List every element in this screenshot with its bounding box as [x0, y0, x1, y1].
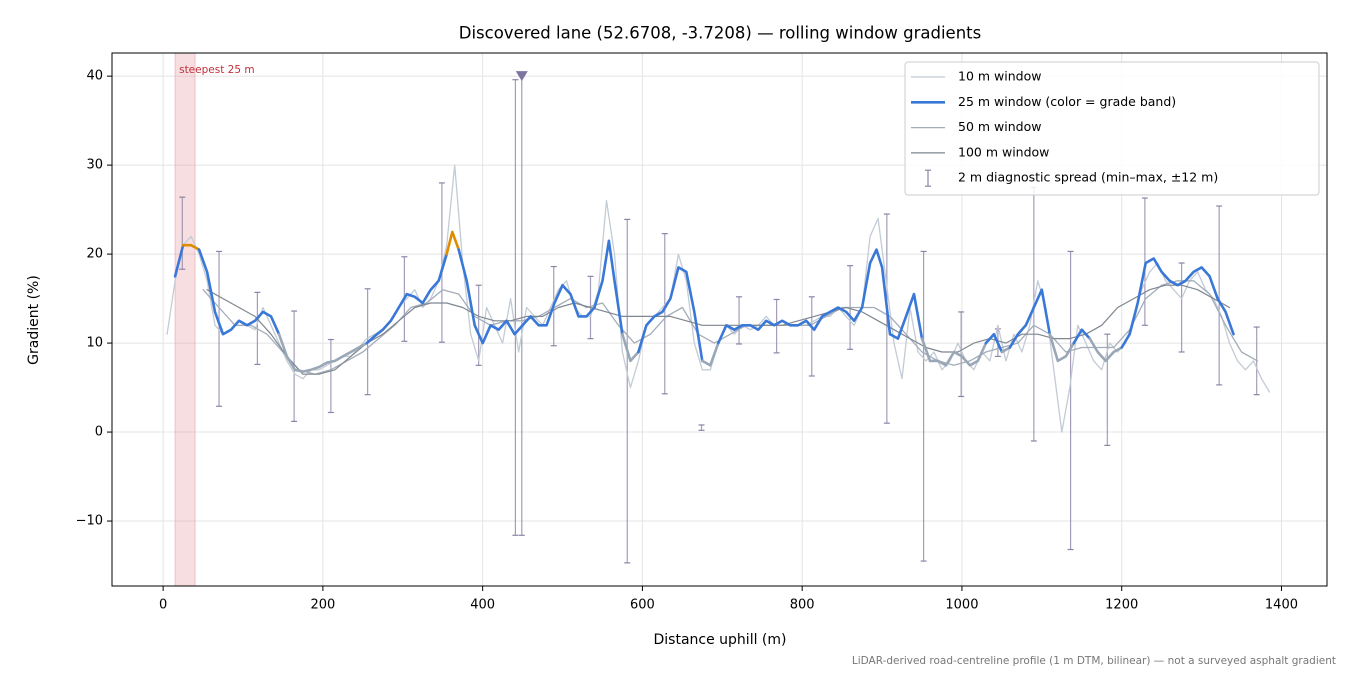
y-tick-label: 0	[95, 425, 103, 440]
series-line	[1120, 257, 1235, 349]
legend-label: 10 m window	[958, 69, 1041, 84]
y-tick-label: 30	[86, 158, 103, 173]
legend: 10 m window 25 m window (color = grade ba…	[904, 61, 1320, 196]
x-tick-label: 600	[630, 598, 655, 613]
series-line	[206, 284, 1231, 375]
highlight-label: steepest 25 m	[179, 64, 254, 76]
legend-box	[904, 61, 1320, 196]
series-line	[365, 252, 448, 345]
series-line	[277, 332, 369, 373]
x-tick-label: 200	[310, 598, 335, 613]
series-line	[202, 280, 1259, 375]
series-line	[1048, 332, 1076, 363]
x-tick-label: 1400	[1265, 598, 1298, 613]
legend-label: 25 m window (color = grade band)	[958, 94, 1176, 109]
off-scale-marker	[515, 71, 528, 82]
x-tick-label: 1000	[945, 598, 978, 613]
chart-title: Discovered lane (52.6708, -3.7208) — rol…	[459, 24, 981, 43]
x-tick-label: 1200	[1105, 598, 1138, 613]
series-line	[621, 332, 640, 363]
series-line	[197, 248, 281, 336]
legend-label: 2 m diagnostic spread (min–max, ±12 m)	[958, 170, 1218, 185]
highlight-band	[174, 53, 196, 586]
plot-frame	[111, 52, 1328, 587]
x-tick-label: 400	[470, 598, 495, 613]
y-tick-label: 10	[86, 336, 103, 351]
series-line	[1088, 337, 1123, 363]
series-line	[181, 243, 201, 251]
legend-label: 100 m window	[958, 144, 1049, 159]
footnote: LiDAR-derived road-centreline profile (1…	[852, 655, 1336, 667]
x-tick-label: 0	[159, 598, 167, 613]
y-axis-label: Gradient (%)	[26, 275, 42, 365]
x-axis-label: Distance uphill (m)	[654, 632, 787, 648]
series-line	[984, 332, 1004, 354]
series-line	[637, 266, 704, 363]
series-line	[1000, 346, 1012, 354]
y-tick-label: 20	[86, 247, 103, 262]
legend-label: 50 m window	[958, 119, 1041, 134]
series-line	[701, 341, 720, 367]
series-line	[445, 230, 460, 256]
series-line	[1072, 328, 1092, 345]
series-line	[1008, 288, 1052, 349]
series-line	[457, 239, 624, 345]
series-line	[920, 337, 988, 367]
series-line	[717, 248, 924, 345]
y-tick-label: −10	[76, 514, 103, 529]
y-tick-label: 40	[86, 69, 103, 84]
x-tick-label: 800	[790, 598, 815, 613]
axes: 0 200 400 600 800 1000 1200 1400 −10 0 10 20 30 40 ste…	[76, 64, 1298, 613]
plot-area	[166, 53, 1271, 586]
series-line	[173, 243, 185, 278]
